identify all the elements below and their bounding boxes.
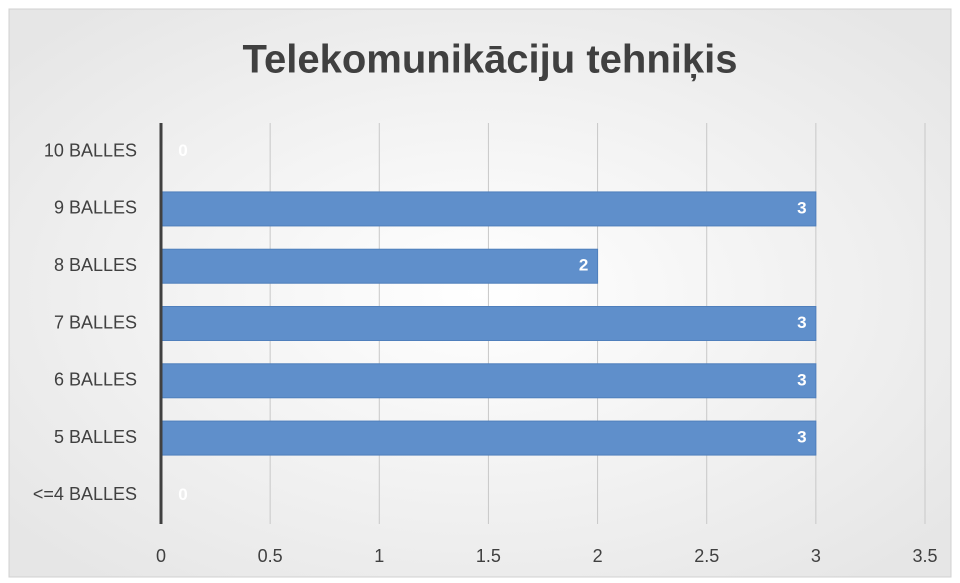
bar <box>160 191 817 227</box>
bar <box>160 363 817 399</box>
data-label: 3 <box>797 313 806 332</box>
x-tick-label: 1.5 <box>476 546 501 566</box>
x-tick-label: 3.5 <box>912 546 937 566</box>
data-label: 3 <box>797 370 806 389</box>
x-tick-label: 0 <box>156 546 166 566</box>
data-label: 0 <box>178 141 187 160</box>
bar <box>160 306 817 341</box>
data-label: 2 <box>579 256 588 275</box>
data-label: 3 <box>797 198 806 217</box>
x-tick-label: 2.5 <box>694 546 719 566</box>
x-tick-label: 0.5 <box>258 546 283 566</box>
data-label: 0 <box>178 485 187 504</box>
bar <box>160 420 817 456</box>
y-tick-label: <=4 BALLES <box>33 484 137 504</box>
y-tick-label: 6 BALLES <box>54 370 137 390</box>
chart-area <box>8 8 952 578</box>
data-label: 3 <box>797 428 806 447</box>
chart-title: Telekomunikāciju tehniķis <box>243 38 738 82</box>
x-tick-label: 2 <box>593 546 603 566</box>
x-tick-label: 1 <box>374 546 384 566</box>
y-tick-label: 9 BALLES <box>54 198 137 218</box>
y-tick-label: 5 BALLES <box>54 427 137 447</box>
y-tick-label: 7 BALLES <box>54 312 137 332</box>
y-tick-label: 10 BALLES <box>44 140 137 160</box>
bar <box>160 248 599 284</box>
x-tick-label: 3 <box>811 546 821 566</box>
y-tick-label: 8 BALLES <box>54 255 137 275</box>
